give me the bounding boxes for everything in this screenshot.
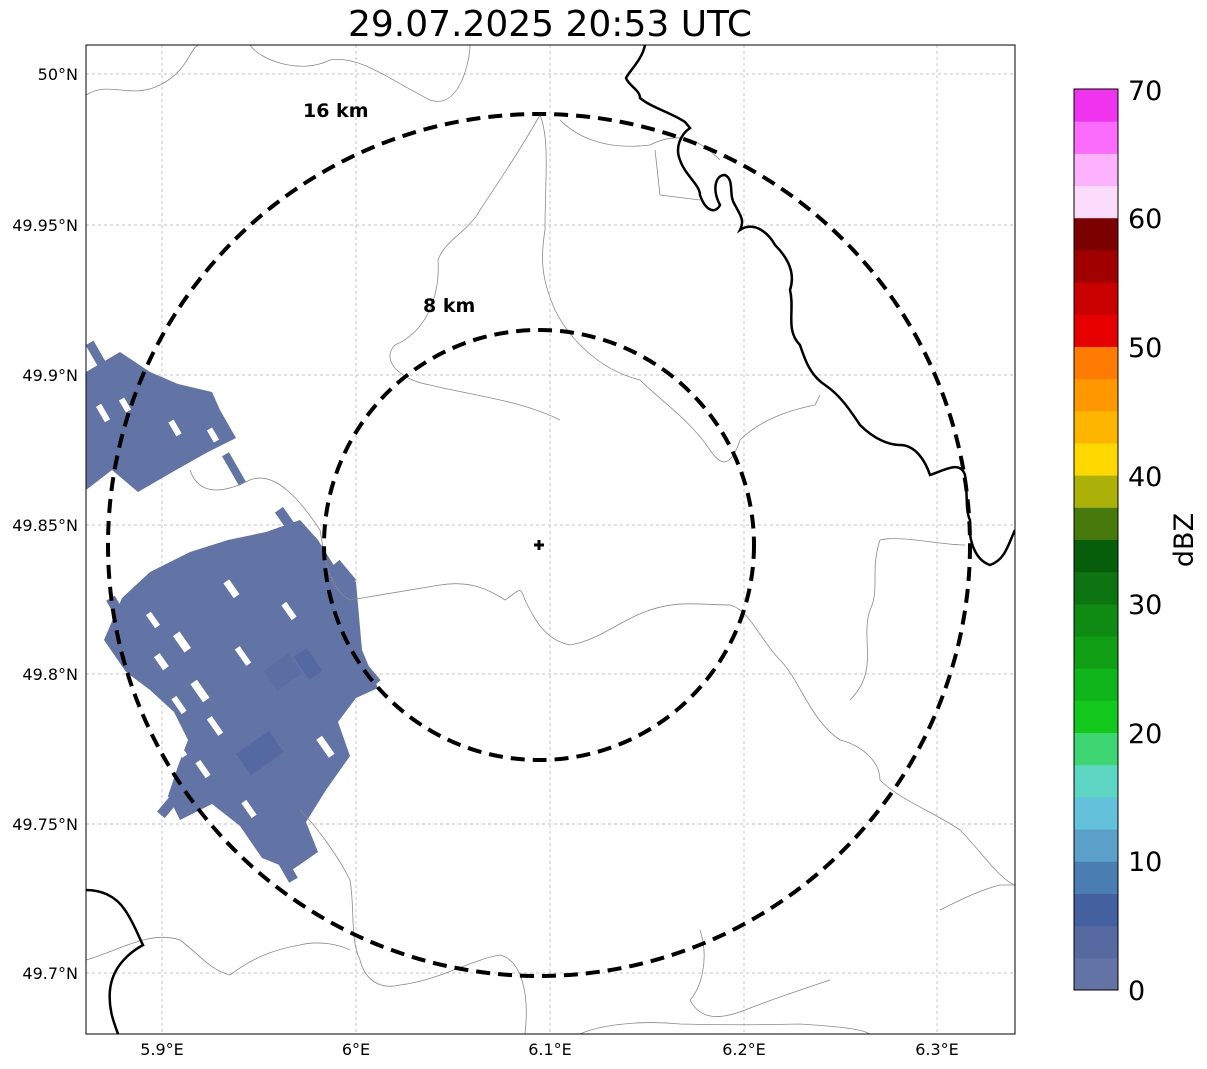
range-ring-16km xyxy=(106,112,972,978)
colorbar-tick-label: 50 xyxy=(1128,333,1162,364)
colorbar-segment xyxy=(1074,507,1118,540)
colorbar-segment xyxy=(1074,153,1118,187)
lat-tick-label: 49.95°N xyxy=(12,216,78,235)
colorbar-segment xyxy=(1074,185,1118,219)
colorbar-segment xyxy=(1074,282,1118,315)
colorbar-segment xyxy=(1074,732,1118,766)
gridlines xyxy=(86,45,1015,1034)
lat-tick-label: 49.9°N xyxy=(22,366,78,385)
colorbar-segment xyxy=(1074,957,1118,991)
echo-gaps xyxy=(95,397,335,819)
boundary-line xyxy=(579,1022,871,1034)
lon-tick-label: 6°E xyxy=(342,1040,370,1059)
echo-streak xyxy=(274,506,308,548)
boundary-line xyxy=(939,884,1015,911)
colorbar-tick-label: 0 xyxy=(1128,976,1145,1007)
echo-core xyxy=(236,730,284,776)
boundary-line xyxy=(299,809,527,1034)
echo-cell-north xyxy=(86,352,236,492)
colorbar-segment xyxy=(1074,442,1118,476)
colorbar-segment xyxy=(1074,410,1118,444)
echo-core xyxy=(293,647,323,681)
colorbar-segment xyxy=(1074,378,1118,412)
boundary-line xyxy=(86,45,201,96)
echo-streak xyxy=(106,595,132,631)
admin-boundaries xyxy=(86,45,1015,1034)
colorbar-tick-label: 60 xyxy=(1128,204,1162,235)
colorbar-segment xyxy=(1074,346,1118,380)
national-border-east xyxy=(624,45,1015,567)
radar-site-marker xyxy=(534,540,544,550)
boundary-line xyxy=(189,469,1015,886)
colorbar-segments xyxy=(1074,89,1118,991)
colorbar-segment xyxy=(1074,89,1118,122)
echo-core xyxy=(263,653,303,691)
lat-tick-label: 49.8°N xyxy=(22,665,78,684)
colorbar-segment xyxy=(1074,893,1118,927)
lon-tick-label: 6.1°E xyxy=(528,1040,572,1059)
echo-cell-south xyxy=(104,520,378,870)
colorbar-segment xyxy=(1074,121,1118,154)
colorbar-segment xyxy=(1074,217,1118,251)
lat-axis: 50°N 49.95°N 49.9°N 49.85°N 49.8°N 49.75… xyxy=(12,65,78,983)
colorbar-frame xyxy=(1073,88,1119,991)
boundary-line xyxy=(654,149,701,201)
national-borders xyxy=(86,45,1015,1034)
colorbar-ticks: 0 10 20 30 40 50 60 70 xyxy=(1128,76,1162,1007)
colorbar-segment xyxy=(1074,249,1118,283)
colorbar-segment xyxy=(1074,829,1118,862)
map-title: 29.07.2025 20:53 UTC xyxy=(347,4,753,45)
colorbar-segment xyxy=(1074,700,1118,734)
colorbar-segment xyxy=(1074,861,1118,894)
echo-streak xyxy=(222,452,246,486)
boundary-line xyxy=(739,394,821,441)
colorbar-label: dBZ xyxy=(1169,513,1200,567)
colorbar-segment xyxy=(1074,314,1118,347)
lat-tick-label: 49.75°N xyxy=(12,815,78,834)
colorbar-tick-label: 40 xyxy=(1128,462,1162,493)
colorbar-segment xyxy=(1074,475,1118,508)
boundary-line xyxy=(389,114,561,421)
echo-streak xyxy=(133,369,157,401)
national-border-southwest xyxy=(86,888,145,1034)
lon-tick-label: 5.9°E xyxy=(140,1040,184,1059)
colorbar-segment xyxy=(1074,764,1118,798)
boundary-line xyxy=(539,114,741,463)
colorbar-segment xyxy=(1074,571,1118,605)
boundary-line xyxy=(849,539,881,701)
boundary-line xyxy=(249,45,471,102)
range-ring-8km xyxy=(322,328,756,762)
lat-tick-label: 49.7°N xyxy=(22,964,78,983)
range-rings xyxy=(106,112,972,978)
ring-label-16km: 16 km xyxy=(303,100,369,122)
echo-streak xyxy=(332,559,357,586)
colorbar-segment xyxy=(1074,668,1118,701)
colorbar-segment xyxy=(1074,539,1118,573)
boundary-line xyxy=(879,538,966,546)
lat-tick-label: 50°N xyxy=(38,65,78,84)
colorbar-segment xyxy=(1074,796,1118,830)
lon-tick-label: 6.2°E xyxy=(722,1040,766,1059)
ring-label-8km: 8 km xyxy=(423,295,475,317)
colorbar-segment xyxy=(1074,636,1118,669)
lat-tick-label: 49.85°N xyxy=(12,516,78,535)
echo-streak xyxy=(86,340,114,380)
echo-streak xyxy=(276,855,298,883)
colorbar-tick-label: 20 xyxy=(1128,719,1162,750)
map-frame xyxy=(85,44,1016,1035)
colorbar: 0 10 20 30 40 50 60 70 dBZ xyxy=(1073,76,1200,1007)
lon-tick-label: 6.3°E xyxy=(915,1040,959,1059)
boundary-line xyxy=(689,929,831,1017)
echo-streak xyxy=(157,777,193,819)
colorbar-tick-label: 10 xyxy=(1128,847,1162,878)
colorbar-tick-label: 70 xyxy=(1128,76,1162,107)
lon-axis: 5.9°E 6°E 6.1°E 6.2°E 6.3°E xyxy=(140,1040,959,1059)
colorbar-tick-label: 30 xyxy=(1128,590,1162,621)
boundary-line xyxy=(559,119,721,161)
colorbar-segment xyxy=(1074,925,1118,959)
colorbar-segment xyxy=(1074,603,1118,637)
